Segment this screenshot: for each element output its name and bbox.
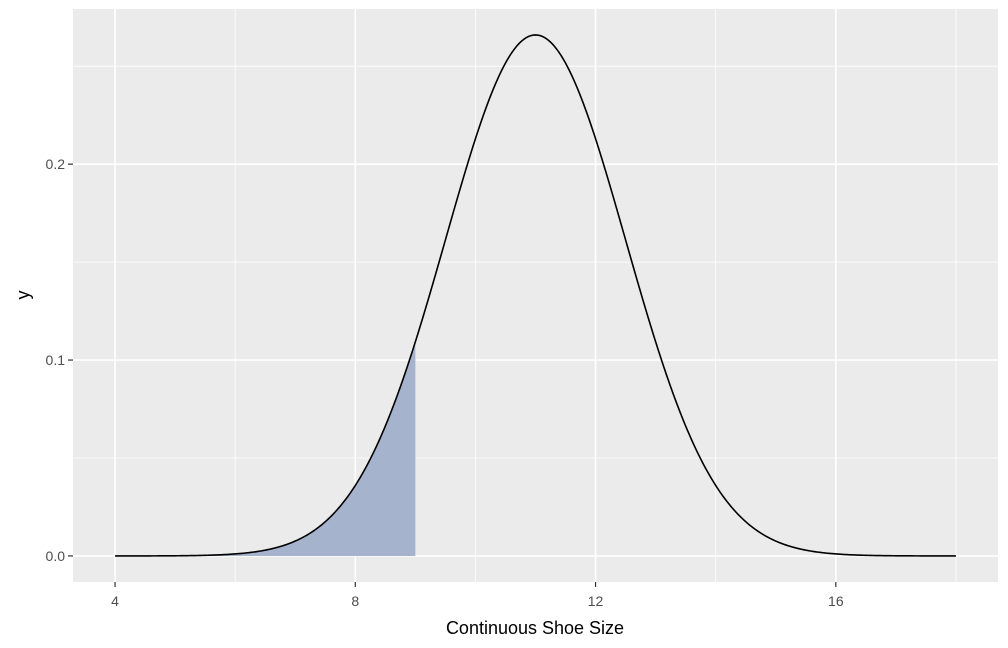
y-tick-label: 0.2 [46, 156, 66, 172]
x-tick-label: 4 [111, 593, 119, 609]
y-axis: 0.0 0.1 0.2 [46, 156, 73, 564]
x-axis-title: Continuous Shoe Size [446, 618, 624, 638]
y-tick-label: 0.0 [46, 548, 66, 564]
x-tick-label: 16 [828, 593, 844, 609]
x-tick-label: 8 [351, 593, 359, 609]
shaded-area [115, 341, 416, 556]
density-curve [115, 34, 956, 557]
y-axis-title: y [13, 291, 33, 300]
grid-minor [73, 9, 998, 582]
x-tick-label: 12 [588, 593, 604, 609]
x-axis: 4 8 12 16 [111, 582, 844, 609]
y-tick-label: 0.1 [46, 352, 66, 368]
plot-panel [73, 9, 998, 582]
